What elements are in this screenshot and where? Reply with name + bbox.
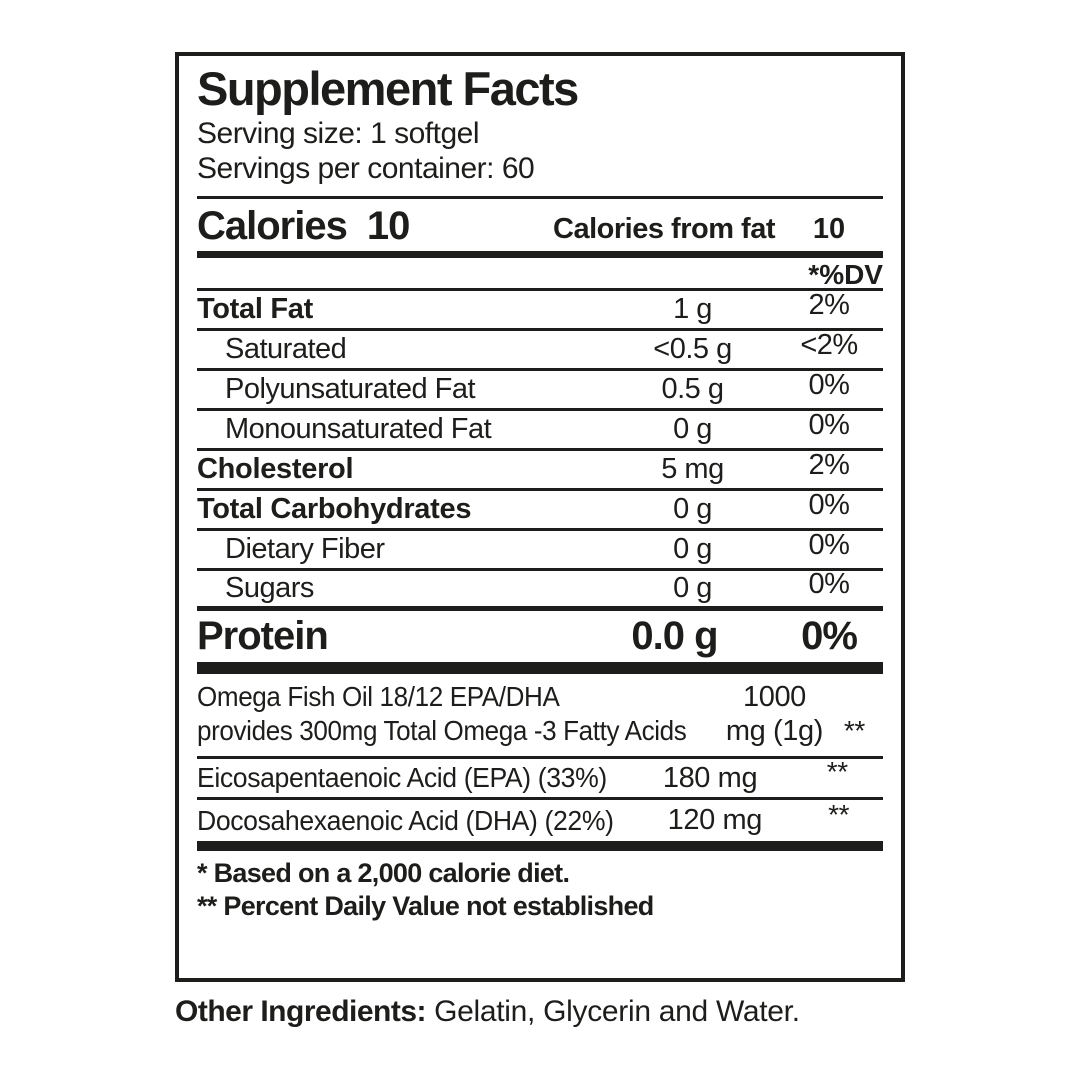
nutrient-amount: 120 mg [667, 804, 763, 836]
calories-row: Calories 10 Calories from fat 10 [197, 196, 883, 251]
row-total-fat: Total Fat 1 g 2% [197, 289, 883, 331]
nutrient-name: Total Fat [197, 293, 313, 325]
footnote-calorie-diet: * Based on a 2,000 calorie diet. [197, 858, 570, 888]
footnote-dv-not-established: ** Percent Daily Value not established [197, 891, 654, 921]
nutrient-amount: <0.5 g [653, 333, 732, 365]
serving-size: Serving size: 1 softgel [197, 117, 479, 150]
calories-from-fat-label: Calories from fat [553, 213, 775, 246]
footnotes: * Based on a 2,000 calorie diet. ** Perc… [197, 857, 883, 923]
calories-value: 10 [366, 204, 410, 248]
daily-value-header: *%DV [808, 259, 883, 290]
nutrient-name: Dietary Fiber [225, 533, 385, 565]
nutrient-dv: ** [828, 798, 850, 830]
row-omega-fish-oil: Omega Fish Oil 18/12 EPA/DHA provides 30… [197, 674, 883, 759]
nutrient-name: Eicosapentaenoic Acid (EPA) (33%) [197, 762, 607, 793]
nutrient-name: Protein [197, 614, 329, 658]
nutrient-amount: 1 g [673, 293, 712, 325]
supplement-facts-panel: Supplement Facts Serving size: 1 softgel… [175, 52, 905, 982]
row-cholesterol: Cholesterol 5 mg 2% [197, 449, 883, 491]
nutrient-dv: 0% [808, 409, 850, 441]
daily-value-header-row: *%DV [197, 258, 883, 291]
other-ingredients-text: Gelatin, Glycerin and Water. [434, 995, 800, 1028]
nutrient-amount: 0 g [673, 493, 712, 525]
thick-divider-bar [197, 841, 883, 851]
nutrient-name: Monounsaturated Fat [225, 413, 492, 445]
nutrient-amount: 0 g [673, 572, 712, 604]
row-total-carbohydrates: Total Carbohydrates 0 g 0% [197, 489, 883, 531]
nutrient-name-line1: Omega Fish Oil 18/12 EPA/DHA [197, 681, 560, 712]
nutrient-amount: 5 mg [661, 453, 724, 485]
nutrient-name-line2: provides 300mg Total Omega -3 Fatty Acid… [197, 715, 687, 746]
nutrient-name: Omega Fish Oil 18/12 EPA/DHA provides 30… [197, 680, 687, 748]
row-dietary-fiber: Dietary Fiber 0 g 0% [197, 529, 883, 571]
nutrient-amount: 0.0 g [631, 614, 718, 658]
thick-divider-bar [197, 662, 883, 674]
nutrient-name: Saturated [225, 333, 347, 365]
row-dha: Docosahexaenoic Acid (DHA) (22%) 120 mg … [197, 798, 883, 841]
nutrient-dv: <2% [800, 329, 858, 361]
nutrient-amount: 0.5 g [661, 373, 725, 405]
nutrient-name: Polyunsaturated Fat [225, 373, 476, 405]
nutrient-dv: 0% [801, 614, 858, 658]
nutrient-amount: 0 g [673, 413, 712, 445]
nutrient-dv: ** [843, 715, 865, 746]
row-protein: Protein 0.0 g 0% [197, 611, 883, 662]
nutrient-dv: 2% [808, 449, 850, 481]
row-monounsaturated-fat: Monounsaturated Fat 0 g 0% [197, 409, 883, 451]
nutrient-name: Sugars [225, 572, 314, 604]
nutrient-amount: 180 mg [662, 761, 758, 794]
other-ingredients-label: Other Ingredients: [175, 995, 427, 1028]
nutrient-dv: 2% [808, 289, 850, 321]
nutrient-name: Docosahexaenoic Acid (DHA) (22%) [197, 804, 614, 836]
row-sugars: Sugars 0 g 0% [197, 568, 883, 611]
row-epa: Eicosapentaenoic Acid (EPA) (33%) 180 mg… [197, 756, 883, 800]
nutrient-dv: 0% [808, 568, 850, 600]
calories-label: Calories [197, 204, 348, 248]
nutrient-dv: 0% [808, 489, 850, 521]
nutrient-name: Cholesterol [197, 453, 354, 485]
nutrient-name: Total Carbohydrates [197, 493, 472, 525]
nutrient-dv: 0% [808, 369, 850, 401]
nutrient-amount: 0 g [673, 533, 712, 565]
thick-divider-bar [197, 251, 883, 258]
servings-per-container: Servings per container: 60 [197, 152, 535, 185]
nutrient-amount: 1000 mg (1g) [725, 681, 824, 747]
panel-title: Supplement Facts [197, 62, 579, 115]
nutrient-dv: ** [826, 756, 848, 787]
calories-from-fat-value: 10 [812, 213, 846, 246]
nutrient-dv: 0% [808, 529, 850, 561]
row-saturated: Saturated <0.5 g <2% [197, 329, 883, 371]
row-polyunsaturated-fat: Polyunsaturated Fat 0.5 g 0% [197, 369, 883, 411]
other-ingredients: Other Ingredients: Gelatin, Glycerin and… [175, 995, 800, 1029]
